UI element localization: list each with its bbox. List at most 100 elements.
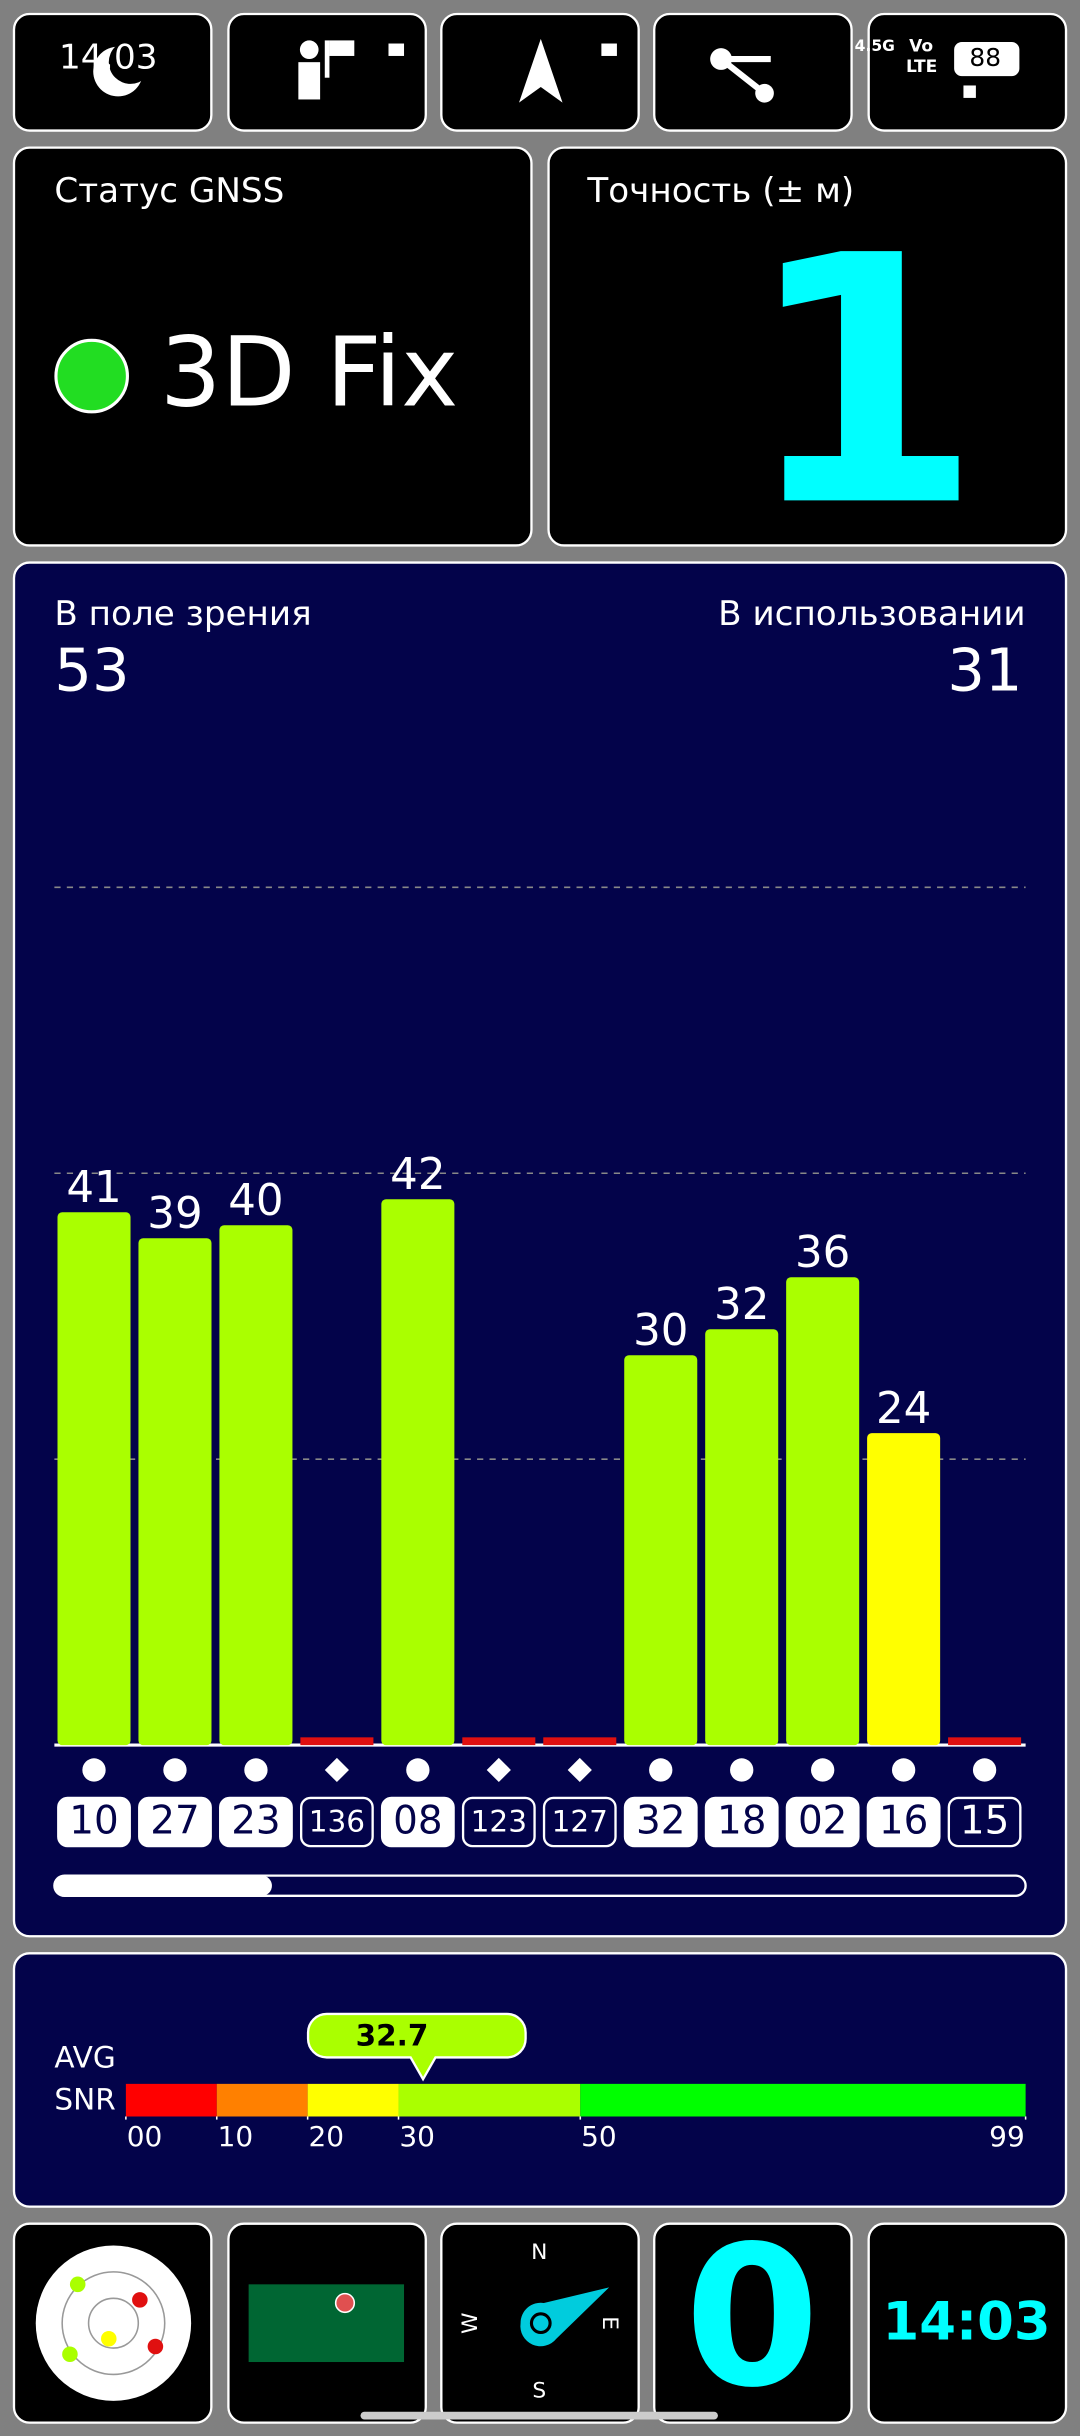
compass-south: S <box>532 2379 546 2404</box>
constellation-marker <box>244 1758 268 1782</box>
gnss-status-label: Статус GNSS <box>54 171 284 211</box>
constellation-marker <box>811 1758 835 1782</box>
accuracy-card <box>547 146 1068 547</box>
compass-north: N <box>531 2240 547 2265</box>
gnss-status-value: 3D Fix <box>160 317 458 429</box>
bar-label: 40 <box>228 1176 283 1226</box>
satellite-id: 16 <box>879 1798 928 1843</box>
satellite-id: 27 <box>150 1798 199 1843</box>
constellation-marker <box>730 1758 754 1782</box>
satellite-id-box <box>219 1796 293 1848</box>
status-volte: LTE <box>906 57 937 77</box>
accuracy-label: Точность (± м) <box>586 171 854 211</box>
snr-band <box>125 2083 217 2117</box>
tile-share[interactable] <box>653 12 853 132</box>
sky-plot <box>35 2245 192 2401</box>
snr-label: SNR <box>54 2082 115 2116</box>
no-signal-bar <box>462 1737 536 1746</box>
satellite-id: 136 <box>309 1804 365 1838</box>
satellite-id-box <box>138 1796 212 1848</box>
satellite-id-box <box>461 1796 536 1848</box>
share-icon <box>719 55 771 96</box>
flag-icon <box>324 40 330 78</box>
bar-label: 24 <box>876 1384 931 1434</box>
satellite-id-box <box>542 1796 617 1848</box>
bar-label: 32 <box>714 1280 769 1330</box>
accuracy-value: 1 <box>744 183 982 581</box>
constellation-marker <box>567 1757 592 1783</box>
snr-tick-label: 00 <box>127 2120 163 2153</box>
clock-value: 14:03 <box>882 2291 1050 2352</box>
scrollbar-thumb[interactable] <box>54 1875 272 1896</box>
satellite-id-box <box>299 1796 374 1848</box>
flag-icon <box>329 40 355 56</box>
tile-clock[interactable] <box>867 2222 1068 2424</box>
satellite-id-box <box>623 1796 698 1848</box>
satellite-id: 08 <box>393 1798 442 1843</box>
bar <box>138 1238 212 1746</box>
arrow-icon <box>519 38 563 103</box>
constellation-marker <box>486 1757 511 1783</box>
gear-icon <box>963 85 976 98</box>
satellite-id-box <box>57 1796 131 1848</box>
satellite-id-box <box>380 1796 455 1848</box>
bar-label: 30 <box>633 1306 688 1356</box>
snr-tick-label: 50 <box>581 2120 617 2153</box>
bar <box>867 1433 941 1746</box>
tile-speed[interactable] <box>653 2222 853 2424</box>
sky-dot <box>147 2338 164 2355</box>
bar <box>624 1355 698 1746</box>
moon-icon-cut <box>108 40 153 84</box>
bar <box>705 1329 779 1746</box>
satellite-id-box <box>704 1796 779 1848</box>
satellite-id-box <box>785 1796 860 1848</box>
constellation-marker <box>649 1758 673 1782</box>
sky-dot <box>62 2346 78 2363</box>
constellation-marker <box>972 1758 997 1782</box>
status-battery: 88 <box>969 43 1001 72</box>
snr-label: AVG <box>54 2041 115 2075</box>
bar-label: 39 <box>147 1189 202 1239</box>
sky-plot <box>87 2297 140 2349</box>
snr-band <box>216 2083 308 2117</box>
snr-avg-value: 32.7 <box>356 2019 429 2053</box>
satellite-id: 18 <box>717 1798 766 1843</box>
snr-tick-label: 30 <box>399 2120 435 2153</box>
constellation-marker <box>163 1758 187 1782</box>
compass-west: W <box>458 2312 483 2334</box>
bar-label: 36 <box>795 1228 850 1278</box>
snr-avg-marker <box>306 2012 527 2082</box>
in-view-value: 53 <box>54 636 129 705</box>
status-network: 4.5G <box>855 37 895 55</box>
world-map <box>248 2284 405 2363</box>
status-volte: Vo <box>909 37 933 57</box>
in-use-label: В использовании <box>718 594 1025 634</box>
person-icon <box>299 40 319 60</box>
in-use-value: 31 <box>947 636 1022 705</box>
snr-band <box>307 2083 399 2117</box>
sky-dot <box>69 2276 86 2293</box>
bar-label: 41 <box>66 1163 121 1213</box>
sky-dot <box>132 2292 148 2308</box>
battery-icon <box>954 41 1020 77</box>
satellite-id: 127 <box>552 1804 608 1838</box>
sky-dot <box>101 2330 117 2347</box>
snr-tick-label: 10 <box>218 2120 254 2153</box>
no-signal-bar <box>300 1737 374 1746</box>
satellite-id: 02 <box>798 1798 847 1843</box>
satellite-id: 123 <box>471 1804 527 1838</box>
satellite-id: 32 <box>636 1798 685 1843</box>
location-pin <box>334 2292 356 2314</box>
fix-indicator <box>54 338 129 414</box>
snr-tick-label: 99 <box>989 2120 1025 2153</box>
no-signal-bar <box>543 1737 617 1746</box>
snr-scale: 00 10 20 30 50 99 32.7 <box>125 2012 1027 2153</box>
snr-tick-label: 20 <box>308 2120 344 2153</box>
speed-value: 0 <box>685 2204 820 2430</box>
bar <box>219 1225 293 1746</box>
constellation-marker <box>82 1758 106 1782</box>
constellation-marker <box>324 1757 349 1783</box>
sky-plot <box>61 2271 166 2376</box>
satellite-id-box <box>947 1796 1022 1848</box>
